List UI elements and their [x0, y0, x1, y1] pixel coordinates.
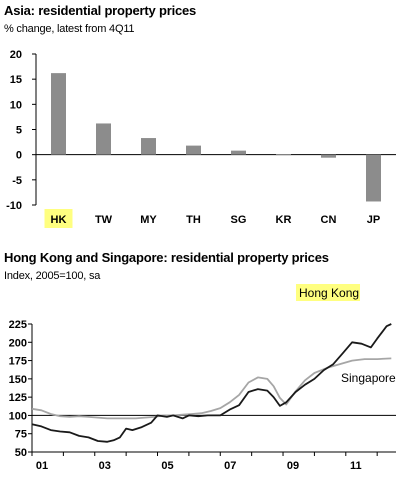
category-label-sg: SG [231, 214, 247, 226]
bar-chart-subtitle: % change, latest from 4Q11 [4, 23, 135, 35]
y-tick-label: 0 [16, 150, 22, 162]
x-tick-label: 07 [224, 460, 236, 472]
y-tick-label: 5 [16, 125, 22, 137]
category-label-jp: JP [367, 214, 380, 226]
y-tick-label: 175 [9, 356, 27, 368]
bar-jp [366, 154, 381, 202]
series-line-hong-kong [31, 323, 392, 443]
bar-kr [276, 154, 291, 156]
y-tick-label: 20 [10, 49, 22, 61]
bar-tw [96, 123, 111, 155]
x-tick-label: 11 [350, 460, 362, 472]
line-chart-title: Hong Kong and Singapore: residential pro… [4, 250, 329, 265]
y-tick-label: 15 [10, 74, 22, 86]
category-label-hk: HK [51, 214, 67, 226]
bar-chart-title: Asia: residential property prices [4, 3, 197, 18]
hong-kong-label-highlight [296, 284, 360, 301]
x-tick-label: 05 [161, 460, 173, 472]
category-label-my: MY [140, 214, 157, 226]
line-chart-subtitle: Index, 2005=100, sa [4, 270, 101, 282]
y-tick-label: 150 [9, 374, 27, 386]
bar-my [141, 138, 156, 155]
y-tick-label: -10 [6, 200, 22, 212]
series-label-singapore: Singapore [341, 371, 396, 385]
y-tick-label: 10 [10, 99, 22, 111]
x-tick-label: 01 [36, 460, 48, 472]
x-tick-label: 03 [99, 460, 111, 472]
series-line-singapore [31, 357, 392, 420]
x-tick-label: 09 [287, 460, 299, 472]
y-tick-label: 125 [9, 392, 27, 404]
category-label-kr: KR [276, 214, 292, 226]
y-tick-label: 50 [15, 447, 27, 459]
y-tick-label: 75 [15, 429, 27, 441]
y-tick-label: 225 [9, 319, 27, 331]
category-highlight [44, 209, 73, 228]
y-tick-label: 100 [9, 410, 27, 422]
bar-cn [321, 154, 336, 158]
category-label-tw: TW [95, 214, 113, 226]
y-tick-label: 200 [9, 337, 27, 349]
category-label-th: TH [186, 214, 201, 226]
bar-th [186, 145, 201, 155]
category-label-cn: CN [321, 214, 337, 226]
bar-hk [51, 73, 66, 155]
bar-sg [231, 150, 246, 155]
series-label-hong-kong: Hong Kong [299, 286, 359, 300]
bar-chart: -10 -5 0 5 10 15 20 HK TW MY TH SG KR CN JP [6, 49, 396, 228]
y-tick-label: -5 [12, 175, 22, 187]
